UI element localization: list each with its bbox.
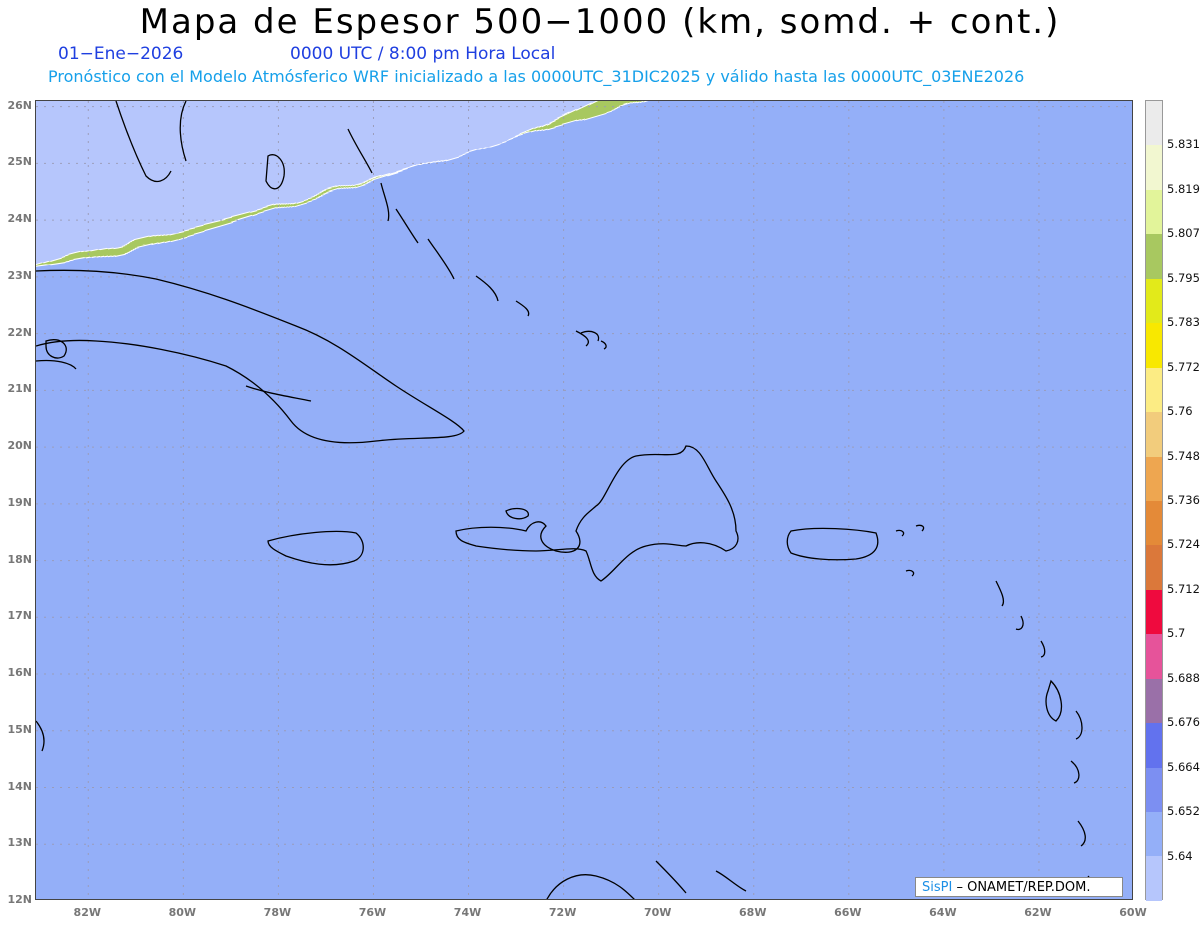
- isla-juventud: [45, 339, 67, 359]
- central-america-coast: [36, 720, 45, 752]
- colorbar-segment: [1146, 234, 1162, 279]
- band-lowest: [36, 101, 597, 266]
- colorbar-label: 5.795: [1167, 270, 1200, 285]
- colorbar-segment: [1146, 367, 1162, 413]
- latitude-label: 26N: [7, 98, 32, 112]
- colorbar-segment: [1146, 589, 1162, 635]
- longitude-label: 70W: [643, 906, 672, 919]
- latitude-label: 12N: [7, 893, 32, 906]
- latitude-label: 18N: [7, 552, 32, 566]
- longitude-label: 72W: [548, 906, 577, 919]
- latitude-label: 20N: [7, 439, 32, 453]
- latitude-label: 24N: [7, 212, 32, 226]
- colorbar-label: 5.7: [1167, 626, 1186, 641]
- longitude-label: 60W: [1119, 906, 1147, 919]
- band-5640: [36, 101, 1132, 899]
- hispaniola-coast: [455, 445, 739, 582]
- longitude-label: 74W: [453, 906, 482, 919]
- jamaica-coast: [267, 530, 364, 566]
- bahamas-south: [475, 275, 590, 347]
- turks-caicos: [580, 330, 607, 350]
- thickness-map-svg: [36, 101, 1132, 899]
- latitude-label: 22N: [7, 325, 32, 339]
- latitude-label: 25N: [7, 155, 32, 169]
- longitude-label: 62W: [1024, 906, 1052, 919]
- latitude-label: 19N: [7, 495, 32, 509]
- florida-coast: [115, 101, 187, 183]
- south-america-coast: [546, 860, 747, 899]
- colorbar-label: 5.712: [1167, 581, 1200, 596]
- virgin-islands: [895, 524, 925, 577]
- cuba-south: [36, 359, 312, 402]
- longitude-label: 78W: [263, 906, 292, 919]
- coastlines: [36, 101, 1095, 899]
- colorbar-segment: [1146, 412, 1162, 457]
- longitude-label: 66W: [834, 906, 862, 919]
- colorbar-label: 5.76: [1167, 404, 1193, 419]
- credit-text: – ONAMET/REP.DOM.: [956, 880, 1091, 895]
- colorbar-label: 5.664: [1167, 759, 1200, 774]
- longitude-label: 64W: [929, 906, 957, 919]
- colorbar-label: 5.676: [1167, 715, 1200, 730]
- cuba-coast: [36, 269, 465, 444]
- colorbar-label: 5.748: [1167, 448, 1200, 463]
- colorbar-segment: [1146, 634, 1162, 679]
- bahamas-exuma: [395, 208, 455, 280]
- colorbar-segment: [1146, 856, 1162, 901]
- puerto-rico-coast: [786, 527, 879, 561]
- sispi-logo: SisPI: [922, 880, 953, 895]
- longitude-label: 68W: [739, 906, 767, 919]
- colorbar-segment: [1146, 456, 1162, 501]
- bahamas-andros: [265, 154, 285, 190]
- colorbar-segment: [1146, 323, 1162, 368]
- colorbar-label: 5.831: [1167, 137, 1200, 152]
- colorbar-segment: [1146, 723, 1162, 768]
- latitude-label: 17N: [7, 609, 32, 623]
- latitude-label: 21N: [7, 382, 32, 396]
- colorbar-segment: [1146, 278, 1162, 324]
- colorbar-label: 5.652: [1167, 804, 1200, 819]
- latitude-label: 15N: [7, 722, 32, 736]
- latitude-label: 13N: [7, 836, 32, 850]
- thickness-map: [35, 100, 1133, 900]
- lesser-antilles: [995, 580, 1095, 894]
- time-label: 0000 UTC / 8:00 pm Hora Local: [290, 44, 556, 64]
- colorbar: [1145, 100, 1163, 901]
- colorbar-label: 5.64: [1167, 848, 1193, 863]
- colorbar-label: 5.736: [1167, 493, 1200, 507]
- longitude-label: 82W: [73, 906, 102, 919]
- colorbar-segment: [1146, 101, 1162, 146]
- longitude-label: 80W: [168, 906, 197, 919]
- forecast-note: Pronóstico con el Modelo Atmósferico WRF…: [48, 67, 1025, 86]
- colorbar-label: 5.783: [1167, 315, 1200, 330]
- latitude-label: 16N: [7, 666, 32, 680]
- colorbar-segment: [1146, 189, 1162, 235]
- colorbar-segment: [1146, 545, 1162, 590]
- colorbar-label: 5.724: [1167, 537, 1200, 552]
- colorbar-segment: [1146, 145, 1162, 190]
- gridlines: [36, 101, 1132, 899]
- latitude-label: 14N: [7, 779, 32, 793]
- colorbar-segment: [1146, 678, 1162, 724]
- gonave-island: [505, 507, 529, 520]
- credit-box: SisPI – ONAMET/REP.DOM.: [915, 877, 1123, 897]
- map-title: Mapa de Espesor 500−1000 (km, somd. + co…: [139, 2, 1061, 42]
- date-label: 01−Ene−2026: [58, 44, 184, 64]
- colorbar-label: 5.772: [1167, 359, 1200, 374]
- latitude-label: 23N: [7, 268, 32, 282]
- longitude-label: 76W: [358, 906, 387, 919]
- bahamas-eleuthera: [347, 128, 390, 222]
- colorbar-label: 5.688: [1167, 670, 1200, 685]
- colorbar-label: 5.807: [1167, 226, 1200, 241]
- colorbar-label: 5.819: [1167, 181, 1200, 196]
- colorbar-segment: [1146, 500, 1162, 546]
- colorbar-segment: [1146, 767, 1162, 812]
- colorbar-segment: [1146, 812, 1162, 857]
